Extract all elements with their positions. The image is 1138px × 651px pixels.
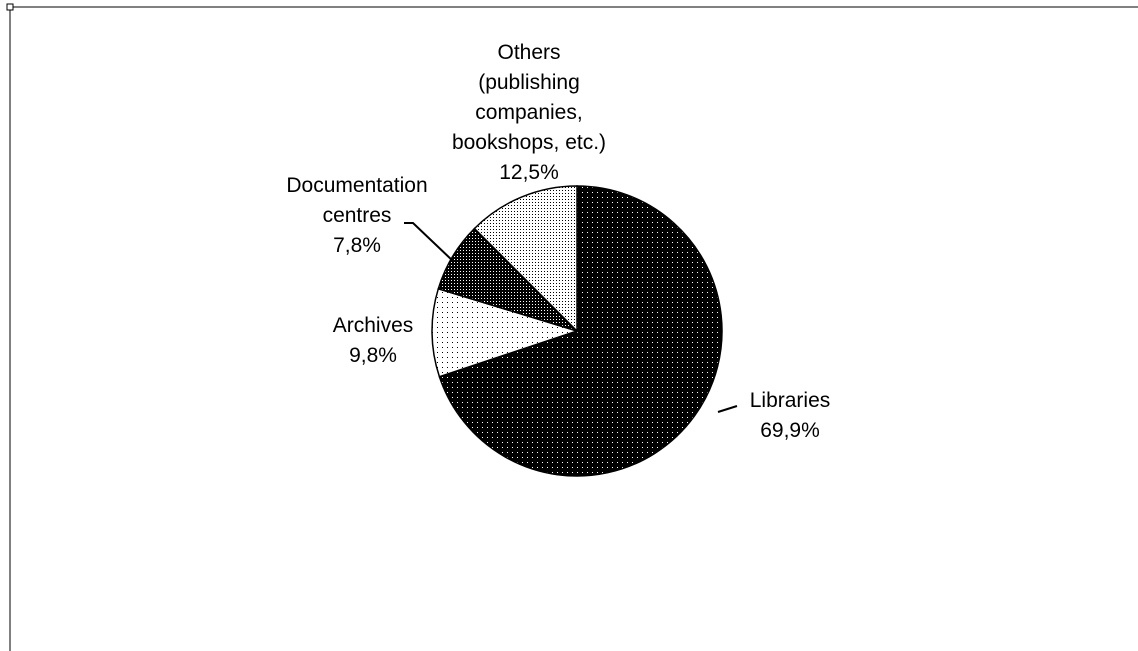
- slice-label-line: Others: [497, 41, 560, 64]
- slice-label-archives: Archives 9,8%: [333, 314, 414, 367]
- slice-label-line: Libraries: [750, 389, 831, 412]
- pie-slice-libraries: [438, 185, 723, 477]
- slice-label-line: 69,9%: [760, 419, 820, 442]
- slice-label-others: Others (publishing companies, bookshops, et…: [452, 41, 606, 184]
- slice-label-line: centres: [323, 204, 392, 227]
- slice-label-line: 9,8%: [349, 344, 397, 367]
- slice-label-line: 7,8%: [333, 234, 381, 257]
- pie-slice-others: [473, 185, 578, 333]
- slice-label-line: bookshops, etc.): [452, 131, 606, 154]
- leader-line-libraries: [717, 405, 738, 413]
- slice-label-line: Archives: [333, 314, 414, 337]
- pie-slice-archives: [431, 287, 580, 378]
- slice-label-line: 12,5%: [499, 161, 559, 184]
- slice-labels: Libraries 69,9% Archives 9,8% Documentation c…: [286, 41, 830, 442]
- slice-label-line: Documentation: [286, 174, 427, 197]
- leader-line-documentation: [404, 222, 455, 263]
- slice-label-documentation: Documentation centres 7,8%: [286, 174, 427, 257]
- frame-corner-handle[interactable]: [6, 3, 14, 11]
- pie-slices: [431, 185, 723, 477]
- slice-label-line: (publishing: [478, 71, 580, 94]
- slice-label-libraries: Libraries 69,9%: [750, 389, 831, 442]
- slice-label-line: companies,: [475, 101, 582, 124]
- leader-lines: [404, 222, 738, 413]
